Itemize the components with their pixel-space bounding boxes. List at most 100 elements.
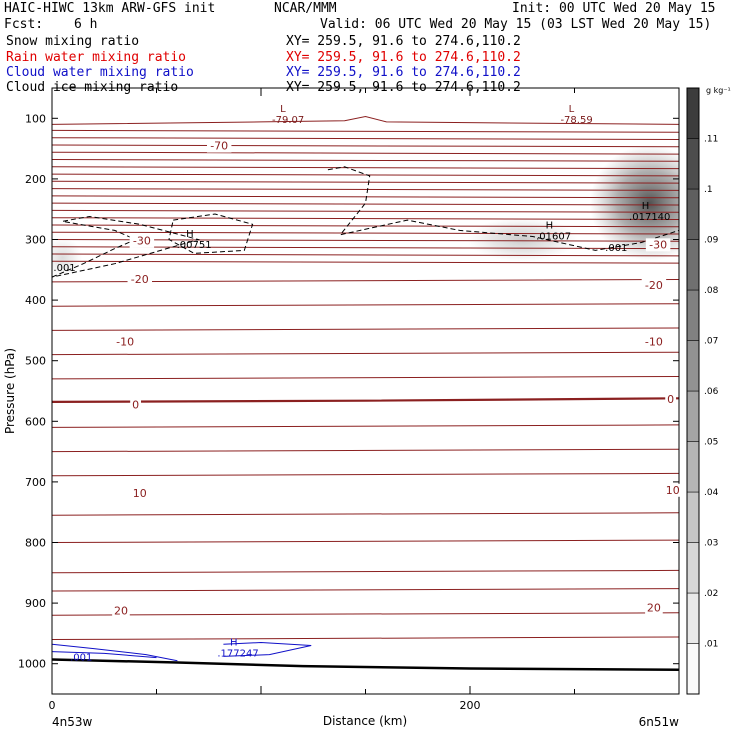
- field-xy-rain: XY= 259.5, 91.6 to 274.6,110.2: [286, 50, 521, 65]
- temperature-contour: [52, 253, 679, 257]
- colorbar-swatch: [686, 239, 700, 291]
- colorbar-swatch: [686, 542, 700, 594]
- extremum-marker: H: [186, 229, 194, 240]
- y-tick-label: 300: [25, 234, 46, 247]
- y-tick-label: 400: [25, 294, 46, 307]
- colorbar-swatch: [686, 390, 700, 442]
- terrain-line: [52, 658, 679, 672]
- field-xy-cloud-ice: XY= 259.5, 91.6 to 274.6,110.2: [286, 80, 521, 95]
- temperature-contour: [52, 448, 679, 453]
- temperature-contour: [52, 231, 679, 235]
- extremum-marker: L: [280, 104, 286, 115]
- colorbar-frame: [686, 87, 700, 695]
- colorbar-unit: g kg⁻¹: [706, 86, 731, 95]
- temperature-contour: [52, 151, 679, 155]
- forecast-hours: 6 h: [74, 17, 98, 32]
- contour-label: -20: [131, 273, 149, 286]
- cloud-water-contour: [52, 651, 157, 659]
- contour-labels: -70 -30 -30 -20 -20 -10 -10 0 0 10 10 20 20 .001 .001.…: [53, 104, 682, 663]
- colorbar-tick-label: .06: [704, 387, 719, 397]
- field-name-rain: Rain water mixing ratio: [6, 50, 187, 65]
- contour-label: -10: [645, 335, 663, 348]
- y-axis-title: Pressure (hPa): [3, 348, 17, 434]
- extremum-value: .017140: [629, 212, 670, 223]
- valid-time: Valid: 06 UTC Wed 20 May 15 (03 LST Wed …: [320, 17, 712, 32]
- contour-label: -20: [645, 279, 663, 292]
- colorbar-tick-label: .04: [704, 488, 719, 498]
- extremum-marker: H: [642, 201, 650, 212]
- colorbar-tick-label: .1: [704, 185, 713, 195]
- cloud-ice-contour: [168, 213, 254, 254]
- organization: NCAR/MMM: [274, 1, 337, 16]
- colorbar-swatch: [686, 592, 700, 644]
- field-name-snow: Snow mixing ratio: [6, 34, 140, 49]
- temperature-contours: [52, 115, 679, 640]
- forecast-label: Fcst:: [4, 17, 44, 32]
- y-tick-label: 700: [25, 476, 46, 489]
- colorbar-tick-label: .01: [704, 640, 718, 650]
- colorbar-tick-label: .11: [704, 135, 718, 145]
- colorbar-swatch: [686, 340, 700, 392]
- temperature-contour: [52, 129, 679, 133]
- temperature-contour: [52, 159, 679, 162]
- temperature-contour: [52, 472, 679, 477]
- colorbar-swatch: [686, 87, 700, 139]
- temperature-contour: [52, 327, 679, 331]
- temperature-contour: [52, 144, 679, 148]
- temperature-contour: [52, 588, 679, 592]
- y-tick-label: 500: [25, 355, 46, 368]
- x-right-endpoint: 6n51w: [639, 715, 680, 729]
- temperature-contour: [52, 188, 679, 191]
- temperature-contour: [52, 217, 679, 220]
- extremum-value: .177247: [217, 649, 258, 660]
- contour-label: -30: [649, 238, 667, 251]
- x-axis-title: Distance (km): [323, 714, 407, 728]
- temperature-contour: [52, 539, 679, 543]
- cloud-ice-contour: [327, 166, 679, 251]
- contour-label: -10: [116, 335, 134, 348]
- temperature-contour: [52, 195, 679, 199]
- x-left-endpoint: 4n53w: [52, 715, 93, 729]
- extremum-marker: H: [230, 638, 238, 649]
- temperature-contour: [52, 279, 679, 283]
- contour-label: 0: [132, 398, 139, 411]
- field-xy-cloud-water: XY= 259.5, 91.6 to 274.6,110.2: [286, 65, 521, 80]
- colorbar-swatch: [686, 289, 700, 341]
- y-tick-label: 200: [25, 173, 46, 186]
- colorbar-tick-label: .09: [704, 236, 719, 246]
- temperature-contour: [52, 224, 679, 228]
- cloud-ice-contours: [52, 166, 679, 662]
- model-title: HAIC-HIWC 13km ARW-GFS init: [4, 1, 216, 16]
- temperature-contour: [52, 166, 679, 170]
- extremum-value: .00751: [177, 240, 212, 251]
- snow-mixing-ratio-shading: [52, 145, 679, 278]
- temperature-contour: [52, 202, 679, 206]
- field-xy-snow: XY= 259.5, 91.6 to 274.6,110.2: [286, 34, 521, 49]
- temperature-contour: [52, 180, 679, 184]
- colorbar: .01 .02 .03 .04 .05 .06 .07 .08 .09 .1 .11: [686, 87, 719, 695]
- cloud-water-contour: [52, 643, 178, 662]
- temperature-contour: [52, 209, 679, 213]
- init-time: Init: 00 UTC Wed 20 May 15: [512, 1, 716, 16]
- temperature-contour: [52, 636, 679, 640]
- contour-label: 20: [647, 601, 661, 614]
- colorbar-tick-label: .07: [704, 337, 718, 347]
- extremum-value: .01607: [536, 232, 571, 243]
- x-tick-label: 200: [460, 699, 481, 712]
- contour-value-label: .001: [53, 263, 75, 274]
- contour-value-label: .001: [605, 243, 627, 254]
- y-tick-label: 100: [25, 112, 46, 125]
- contour-label: 10: [666, 484, 680, 497]
- cloud-ice-contour: [52, 215, 201, 278]
- temperature-contour: [52, 569, 679, 574]
- contour-label: 0: [667, 393, 674, 406]
- plot-frame: [51, 87, 680, 695]
- snow-maximum: [589, 145, 679, 262]
- contour-value-label: .001: [70, 652, 92, 663]
- contour-label: 20: [114, 604, 128, 617]
- y-tick-label: 900: [25, 597, 46, 610]
- colorbar-tick-label: .08: [704, 286, 719, 296]
- temperature-contour: [52, 137, 679, 140]
- y-tick-label: 600: [25, 415, 46, 428]
